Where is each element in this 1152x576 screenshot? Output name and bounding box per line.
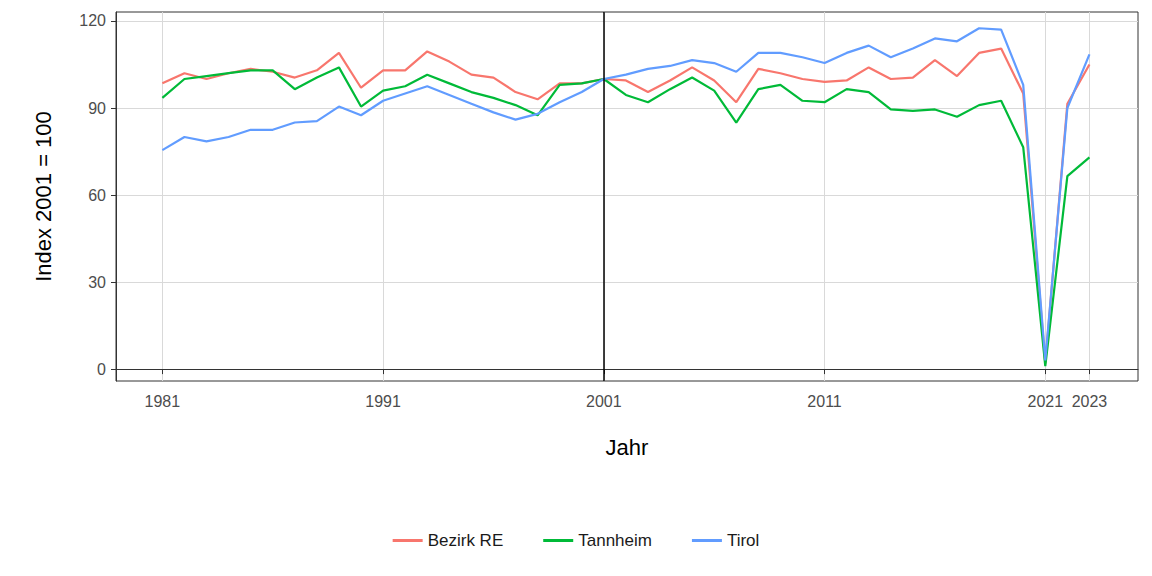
svg-text:Tannheim: Tannheim	[578, 531, 652, 550]
svg-text:0: 0	[97, 361, 106, 378]
svg-text:1991: 1991	[365, 393, 401, 410]
svg-text:Index 2001 = 100: Index 2001 = 100	[31, 111, 56, 282]
svg-text:120: 120	[79, 12, 106, 29]
svg-text:30: 30	[88, 274, 106, 291]
svg-text:2011: 2011	[807, 393, 842, 410]
svg-text:Bezirk RE: Bezirk RE	[428, 531, 504, 550]
svg-text:2023: 2023	[1072, 393, 1108, 410]
svg-text:Tirol: Tirol	[727, 531, 759, 550]
svg-text:Jahr: Jahr	[606, 435, 649, 460]
svg-text:2021: 2021	[1027, 393, 1063, 410]
svg-text:90: 90	[88, 100, 106, 117]
svg-text:60: 60	[88, 187, 106, 204]
svg-text:2001: 2001	[586, 393, 622, 410]
svg-text:1981: 1981	[145, 393, 181, 410]
